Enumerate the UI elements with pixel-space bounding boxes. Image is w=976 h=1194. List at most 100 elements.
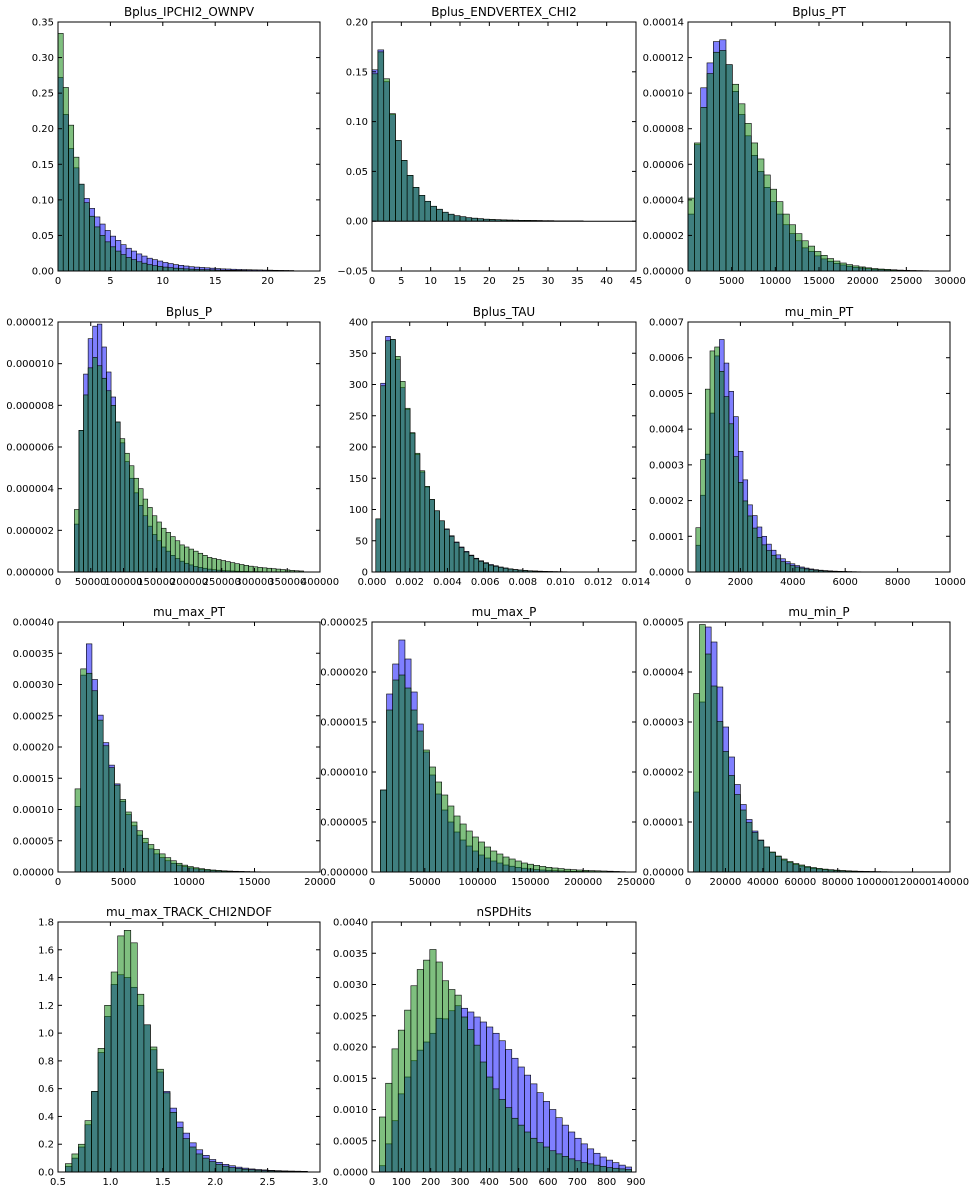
histogram-bar <box>258 567 263 572</box>
series-green <box>58 33 294 271</box>
histogram-bar <box>459 548 464 572</box>
histogram-bar <box>114 785 120 872</box>
y-tick-label: 0.000015 <box>320 718 368 729</box>
histogram-bar <box>81 669 87 872</box>
histogram-bar <box>111 972 118 1172</box>
histogram-bar <box>139 489 144 572</box>
histogram-bar <box>120 439 125 572</box>
histogram-bar <box>86 673 92 872</box>
histogram-bar <box>405 688 411 872</box>
histogram-bar <box>694 143 700 271</box>
x-tick-label: 45 <box>630 276 643 287</box>
x-tick-label: 8000 <box>885 577 910 588</box>
x-tick-label: 6000 <box>832 577 857 588</box>
histogram-bar <box>534 865 540 872</box>
histogram-bar <box>515 861 521 872</box>
histogram-bar <box>170 1112 177 1172</box>
histogram-bar <box>720 50 726 271</box>
histogram-bar <box>757 537 762 572</box>
histogram-bar <box>781 859 787 872</box>
x-tick-label: 0 <box>55 877 61 888</box>
histogram-bar <box>124 930 131 1172</box>
x-tick-label: 0 <box>369 1177 375 1188</box>
histogram-bar <box>743 501 748 572</box>
histogram-bar <box>498 567 503 572</box>
x-tick-label: 0 <box>685 577 691 588</box>
histogram-bar <box>395 356 400 572</box>
histogram-bar <box>217 560 222 573</box>
histogram-bar <box>131 822 137 872</box>
histogram-bar <box>546 867 552 872</box>
x-tick-label: 4000 <box>780 577 805 588</box>
x-tick-label: 0 <box>55 276 61 287</box>
histogram-bar <box>110 247 115 271</box>
histogram-bar <box>430 500 435 573</box>
histogram-bar <box>92 1091 99 1172</box>
histogram-bar <box>410 433 415 572</box>
x-tick-label: 250000 <box>617 877 655 888</box>
histogram-bar <box>190 1147 197 1172</box>
histogram-bar <box>442 981 448 1172</box>
x-tick-label: 20 <box>483 276 496 287</box>
histogram-bar <box>405 1010 411 1172</box>
histogram-bar <box>176 863 182 872</box>
y-tick-label: 0.2 <box>38 1140 54 1151</box>
y-tick-label: 0.000012 <box>6 318 54 329</box>
x-tick-label: 140000 <box>931 877 969 888</box>
histogram-bar <box>489 565 494 572</box>
y-tick-label: 0.00 <box>346 217 368 228</box>
histogram-bar <box>395 141 401 222</box>
histogram-bar <box>384 79 390 221</box>
histogram-bar <box>543 1147 549 1172</box>
histogram-bar <box>493 1089 499 1172</box>
histogram-bar <box>392 1049 398 1172</box>
y-tick-label: 0.00030 <box>13 680 54 691</box>
histogram-bar <box>89 216 94 271</box>
histogram-bar <box>442 212 448 221</box>
histogram-bar <box>715 347 720 572</box>
y-tick-label: 0.10 <box>346 117 368 128</box>
histogram-bar <box>177 1128 184 1172</box>
histogram-bar <box>449 536 454 572</box>
x-tick-label: 700 <box>568 1177 587 1188</box>
histogram-bar <box>783 214 789 271</box>
histogram-bar <box>811 868 817 873</box>
histogram-bar <box>600 1166 606 1172</box>
chart-title: Bplus_PT <box>792 5 846 19</box>
histogram-bar <box>752 833 758 873</box>
histogram-bar <box>493 566 498 572</box>
histogram-bar <box>84 203 89 271</box>
histogram-bar <box>710 351 715 572</box>
histogram-bar <box>448 214 454 221</box>
histogram-bar <box>859 267 865 271</box>
histogram-bar <box>244 565 249 572</box>
y-tick-label: 0.35 <box>32 18 54 29</box>
x-tick-label: 0.000 <box>358 577 387 588</box>
y-tick-label: 0.0002 <box>649 496 684 507</box>
x-tick-label: 40 <box>600 276 613 287</box>
histogram-bar <box>575 1161 581 1172</box>
histogram-bar <box>429 767 435 872</box>
histogram-bar <box>387 710 393 872</box>
histogram-bar <box>469 556 474 572</box>
histogram-bar <box>267 568 272 572</box>
histogram-bar <box>552 868 558 872</box>
y-tick-label: 0.000010 <box>6 359 54 370</box>
histogram-bar <box>137 994 144 1172</box>
histogram-bar <box>732 84 738 271</box>
y-tick-label: 0.00025 <box>13 711 54 722</box>
histogram-bar <box>171 537 176 572</box>
y-tick-label: 0.00005 <box>13 836 54 847</box>
chart-title: nSPDHits <box>476 905 531 919</box>
x-tick-label: 100 <box>392 1177 411 1188</box>
histogram-bar <box>717 722 723 873</box>
x-tick-label: 15 <box>209 276 222 287</box>
y-tick-label: 0.0035 <box>333 949 368 960</box>
y-tick-label: 0.20 <box>32 124 54 135</box>
y-tick-label: 0.000006 <box>6 443 54 454</box>
y-tick-label: 0.00008 <box>643 124 684 135</box>
x-tick-label: 300 <box>450 1177 469 1188</box>
histogram-bar <box>558 869 564 872</box>
histogram-bar <box>125 453 130 572</box>
y-tick-label: 0.00002 <box>643 768 684 779</box>
